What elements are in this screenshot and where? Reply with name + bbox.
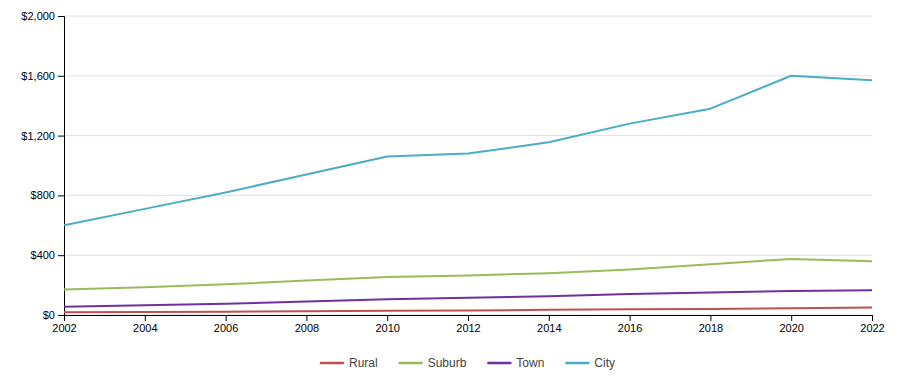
x-tick-label: 2022 xyxy=(860,322,884,334)
y-tick: $2,000 xyxy=(21,10,64,22)
chart-container: 2002 2004 2006 2008 2010 2012 2014 2016 2018 2020… xyxy=(0,0,900,387)
y-tick-label: $2,000 xyxy=(21,10,55,22)
legend: Rural Suburb Town City xyxy=(321,356,615,370)
x-tick: 2014 xyxy=(537,315,561,334)
x-tick: 2002 xyxy=(52,315,76,334)
grid-line xyxy=(64,75,872,76)
legend-label: City xyxy=(594,356,615,370)
x-tick: 2012 xyxy=(456,315,480,334)
y-tick-mark xyxy=(58,255,64,256)
legend-item: Suburb xyxy=(400,356,467,370)
x-tick-mark xyxy=(145,315,146,321)
x-tick: 2004 xyxy=(133,315,157,334)
x-tick: 2010 xyxy=(375,315,399,334)
y-axis: $0 $400 $800 $1,200 $1,600 $2,000 xyxy=(21,10,64,321)
grid-line xyxy=(64,16,872,17)
x-tick-label: 2012 xyxy=(456,322,480,334)
y-tick-label: $1,200 xyxy=(21,130,55,142)
x-tick-label: 2002 xyxy=(52,322,76,334)
y-tick-mark xyxy=(58,76,64,77)
y-tick-mark xyxy=(58,315,64,316)
x-tick-mark xyxy=(468,315,469,321)
y-tick-mark xyxy=(58,136,64,137)
x-tick-label: 2016 xyxy=(618,322,642,334)
grid-line xyxy=(64,135,872,136)
y-tick-mark xyxy=(58,16,64,17)
x-tick-label: 2008 xyxy=(295,322,319,334)
x-tick-mark xyxy=(630,315,631,321)
legend-item: City xyxy=(566,356,615,370)
y-tick: $0 xyxy=(43,309,64,321)
x-tick-mark xyxy=(226,315,227,321)
x-tick-mark xyxy=(306,315,307,321)
grid-line xyxy=(64,195,872,196)
series-line xyxy=(64,290,872,306)
series-line xyxy=(64,259,872,290)
x-tick-label: 2018 xyxy=(699,322,723,334)
y-tick-label: $800 xyxy=(31,189,55,201)
x-tick-label: 2006 xyxy=(214,322,238,334)
legend-item: Town xyxy=(488,356,544,370)
grid-line xyxy=(64,255,872,256)
legend-swatch xyxy=(566,362,588,365)
grid xyxy=(64,16,872,315)
legend-label: Town xyxy=(516,356,544,370)
legend-label: Suburb xyxy=(428,356,467,370)
legend-swatch xyxy=(400,362,422,365)
y-tick: $1,600 xyxy=(21,70,64,82)
x-axis-line xyxy=(65,316,873,322)
x-tick-mark xyxy=(872,315,873,321)
legend-swatch xyxy=(321,362,343,365)
x-tick-label: 2004 xyxy=(133,322,157,334)
legend-item: Rural xyxy=(321,356,378,370)
series-line xyxy=(64,308,872,313)
y-tick: $800 xyxy=(31,189,64,201)
x-tick-mark xyxy=(710,315,711,321)
chart: 2002 2004 2006 2008 2010 2012 2014 2016 2018 2020… xyxy=(0,0,900,387)
x-tick: 2022 xyxy=(860,315,884,334)
y-tick-mark xyxy=(58,195,64,196)
x-tick: 2020 xyxy=(779,315,803,334)
x-tick-mark xyxy=(549,315,550,321)
legend-label: Rural xyxy=(349,356,378,370)
x-tick-mark xyxy=(387,315,388,321)
x-tick-label: 2020 xyxy=(779,322,803,334)
series-line xyxy=(64,76,872,226)
y-tick-label: $400 xyxy=(31,249,55,261)
x-tick-label: 2014 xyxy=(537,322,561,334)
y-tick-label: $1,600 xyxy=(21,70,55,82)
x-tick: 2018 xyxy=(699,315,723,334)
x-tick: 2016 xyxy=(618,315,642,334)
plot-area xyxy=(64,76,872,313)
y-tick: $1,200 xyxy=(21,130,64,142)
x-tick: 2008 xyxy=(295,315,319,334)
x-tick-label: 2010 xyxy=(375,322,399,334)
x-tick-mark xyxy=(791,315,792,321)
y-tick-label: $0 xyxy=(43,309,55,321)
legend-swatch xyxy=(488,362,510,365)
x-tick: 2006 xyxy=(214,315,238,334)
y-tick: $400 xyxy=(31,249,64,261)
y-axis-line xyxy=(58,17,65,316)
x-axis: 2002 2004 2006 2008 2010 2012 2014 2016 2018 2020… xyxy=(52,315,884,334)
